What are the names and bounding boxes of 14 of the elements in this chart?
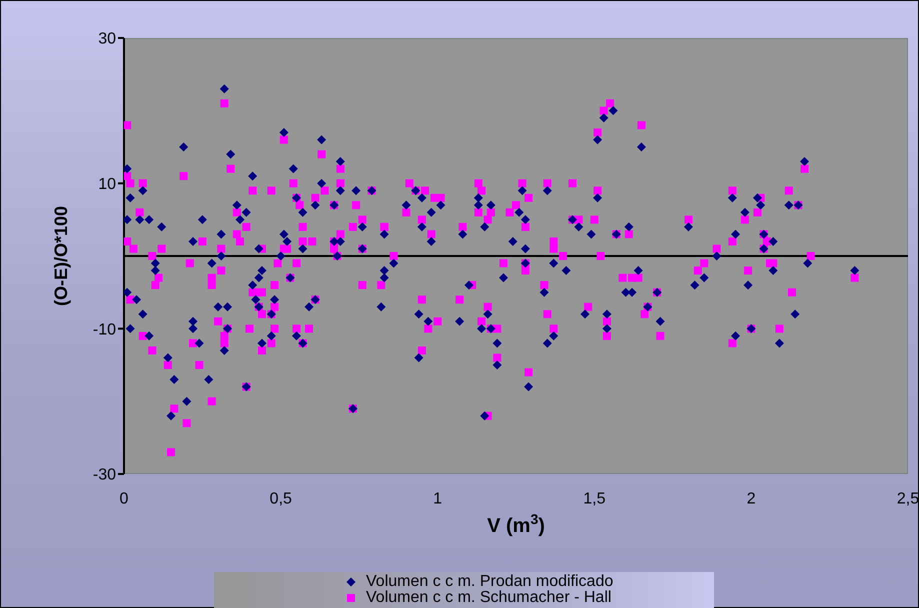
x-tick-label: 1 xyxy=(433,490,442,508)
y-tick-label: -30 xyxy=(92,466,116,484)
y-tick-label: -10 xyxy=(92,321,116,338)
legend-label: Volumen c c m. Schumacher - Hall xyxy=(366,589,612,607)
x-axis-title: V (m$^{3}$) xyxy=(487,511,545,537)
legend-label: Volumen c c m. Prodan modificado xyxy=(366,573,614,590)
x-tick-label: 1,5 xyxy=(583,490,606,508)
y-tick-label: 30 xyxy=(98,30,116,48)
x-tick-label: 0,5 xyxy=(270,490,292,508)
y-axis-title: (O-E)/O*100 xyxy=(51,206,71,306)
x-tick-label: 2 xyxy=(746,490,756,508)
x-tick-label: 0 xyxy=(120,490,129,508)
y-tick-label: 10 xyxy=(98,176,116,194)
x-tick-label: 2,5 xyxy=(896,490,919,508)
